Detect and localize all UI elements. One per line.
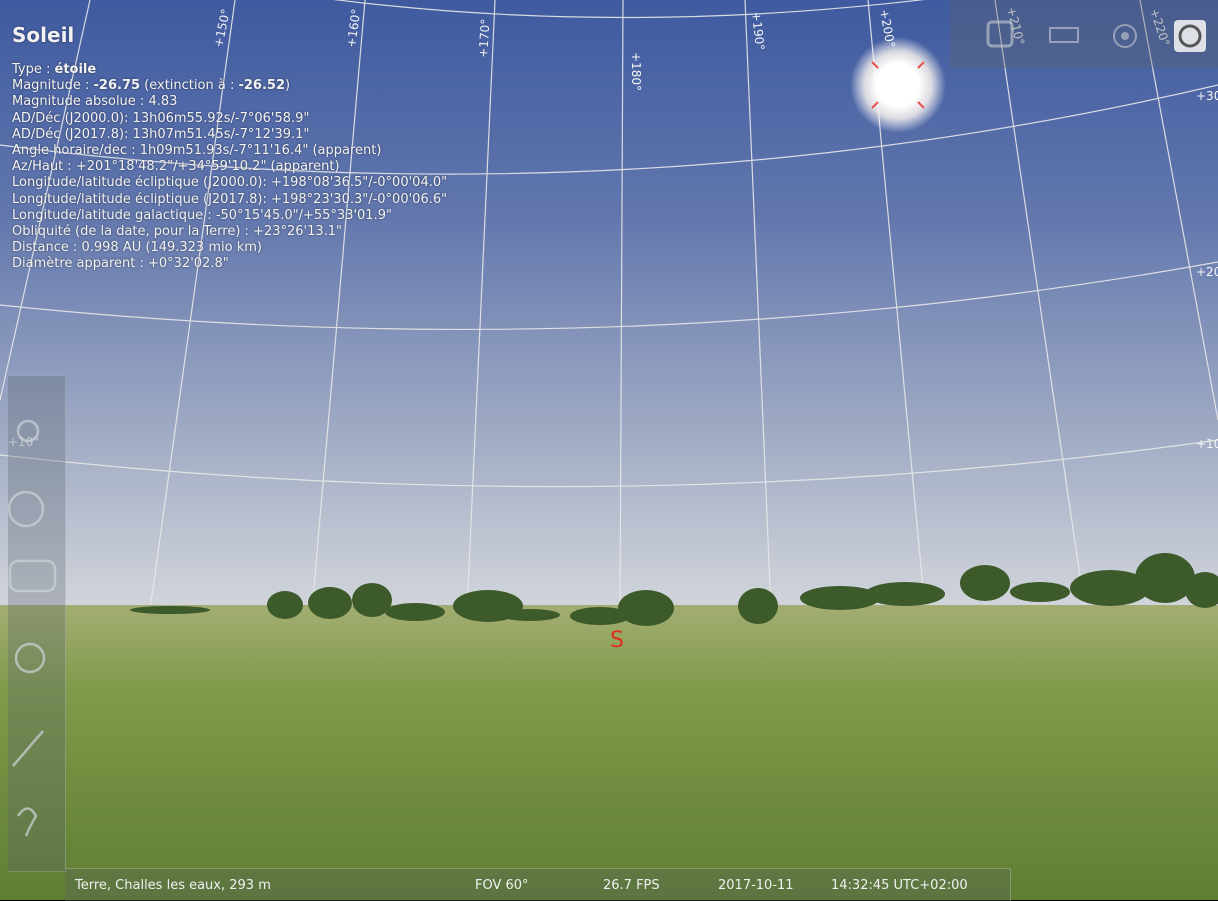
window-button[interactable] bbox=[1049, 27, 1079, 43]
info-line: Type : étoile bbox=[12, 62, 447, 78]
grid-label: +30 bbox=[1196, 89, 1218, 103]
info-line: AD/Déc (J2000.0): 13h06m55.92s/-7°06'58.… bbox=[12, 111, 447, 127]
grid-label: +20 bbox=[1196, 265, 1218, 279]
info-line: Longitude/latitude galactique : -50°15'4… bbox=[12, 208, 447, 224]
grid-label: +190° bbox=[749, 11, 767, 51]
info-text: Diamètre apparent : +0°32'02.8" bbox=[12, 256, 229, 272]
tree-line bbox=[130, 553, 1218, 626]
info-text: Magnitude absolue : 4.83 bbox=[12, 94, 178, 110]
location: Terre, Challes les eaux, 293 m bbox=[75, 878, 271, 893]
top-toolbar bbox=[950, 0, 1218, 68]
grid-label: +160° bbox=[344, 8, 363, 49]
info-text: Az/Haut : +201°18'48.2"/+34°59'10.2" (ap… bbox=[12, 159, 340, 175]
info-value: -26.52 bbox=[238, 78, 285, 94]
info-line: Obliquité (de la date, pour la Terre) : … bbox=[12, 224, 447, 240]
grid-label: +10° bbox=[8, 435, 39, 449]
info-line: Magnitude : -26.75 (extinction à : -26.5… bbox=[12, 78, 447, 94]
info-value: -26.75 bbox=[93, 78, 141, 94]
selection-marker bbox=[871, 61, 925, 109]
help-button[interactable] bbox=[16, 807, 38, 837]
info-text: AD/Déc (J2000.0): 13h06m55.92s/-7°06'58.… bbox=[12, 110, 310, 126]
info-text: Obliquité (de la date, pour la Terre) : … bbox=[12, 224, 343, 240]
grid-meridian bbox=[149, 0, 236, 611]
info-value: étoile bbox=[54, 62, 97, 77]
info-line: Longitude/latitude écliptique (J2000.0):… bbox=[12, 175, 447, 191]
grid-label: +180° bbox=[629, 52, 643, 91]
time-button[interactable] bbox=[7, 490, 45, 528]
grid-label: +10 bbox=[1196, 437, 1218, 451]
info-text: Type : bbox=[12, 62, 55, 77]
date: 2017-10-11 bbox=[718, 878, 794, 893]
target-button[interactable] bbox=[1113, 24, 1137, 48]
status-bar: Terre, Challes les eaux, 293 m FOV 60° 2… bbox=[65, 868, 1011, 901]
info-line: Distance : 0.998 AU (149.323 mio km) bbox=[12, 240, 447, 256]
sky bbox=[0, 0, 1218, 620]
info-line: AD/Déc (J2017.8): 13h07m51.45s/-7°12'39.… bbox=[12, 127, 447, 143]
toolbar-icons bbox=[7, 419, 57, 837]
info-line: Longitude/latitude écliptique (J2017.8):… bbox=[12, 192, 447, 208]
grid-parallel bbox=[333, 0, 925, 19]
grid-label: +170° bbox=[476, 18, 493, 58]
info-line: Angle horaire/dec : 1h09m51.93s/-7°11'16… bbox=[12, 143, 447, 159]
object-name: Soleil bbox=[12, 23, 75, 47]
grid-meridian bbox=[744, 0, 772, 611]
fov: FOV 60° bbox=[475, 878, 529, 893]
sun bbox=[850, 37, 946, 133]
grid-meridian bbox=[466, 0, 496, 611]
grid-meridian bbox=[311, 0, 366, 611]
grid-meridian bbox=[994, 0, 1086, 611]
object-info: Soleil Type : étoile Magnitude : -26.75 (… bbox=[12, 22, 447, 273]
grid-meridian bbox=[0, 0, 91, 401]
cardinal-point: S bbox=[610, 628, 624, 653]
ground bbox=[0, 605, 1218, 900]
fullscreen-button[interactable] bbox=[986, 20, 1014, 48]
search-button[interactable] bbox=[8, 559, 57, 593]
info-text: ) bbox=[284, 78, 291, 94]
info-line: Az/Haut : +201°18'48.2"/+34°59'10.2" (ap… bbox=[12, 159, 447, 175]
info-lines: Type : étoile Magnitude : -26.75 (extinct… bbox=[12, 62, 447, 273]
info-text: Longitude/latitude écliptique (J2017.8):… bbox=[12, 191, 448, 207]
info-text: Longitude/latitude galactique : -50°15'4… bbox=[12, 207, 392, 223]
info-line: Magnitude absolue : 4.83 bbox=[12, 94, 447, 110]
info-line: Diamètre apparent : +0°32'02.8" bbox=[12, 256, 447, 272]
zoom-button[interactable] bbox=[14, 642, 46, 674]
info-text: AD/Déc (J2017.8): 13h07m51.45s/-7°12'39.… bbox=[12, 126, 310, 142]
info-text: Angle horaire/dec : 1h09m51.93s/-7°11'16… bbox=[12, 143, 382, 159]
info-text: Magnitude : bbox=[12, 78, 94, 94]
info-text: Distance : 0.998 AU (149.323 mio km) bbox=[12, 240, 262, 256]
sky-button[interactable] bbox=[16, 419, 40, 443]
time: 14:32:45 UTC+02:00 bbox=[831, 878, 968, 893]
config-button[interactable] bbox=[12, 730, 44, 767]
grid-parallel bbox=[0, 84, 1218, 175]
fps: 26.7 FPS bbox=[603, 878, 660, 893]
grid-meridian bbox=[619, 0, 624, 611]
info-text: (extinction à : bbox=[140, 78, 239, 94]
left-toolbar bbox=[7, 375, 66, 872]
grid-meridian bbox=[1139, 0, 1218, 421]
info-text: Longitude/latitude écliptique (J2000.0):… bbox=[12, 175, 448, 191]
grid-parallel bbox=[0, 439, 1218, 488]
toolbar-icons bbox=[986, 20, 1206, 52]
grid-parallel bbox=[0, 261, 1218, 330]
